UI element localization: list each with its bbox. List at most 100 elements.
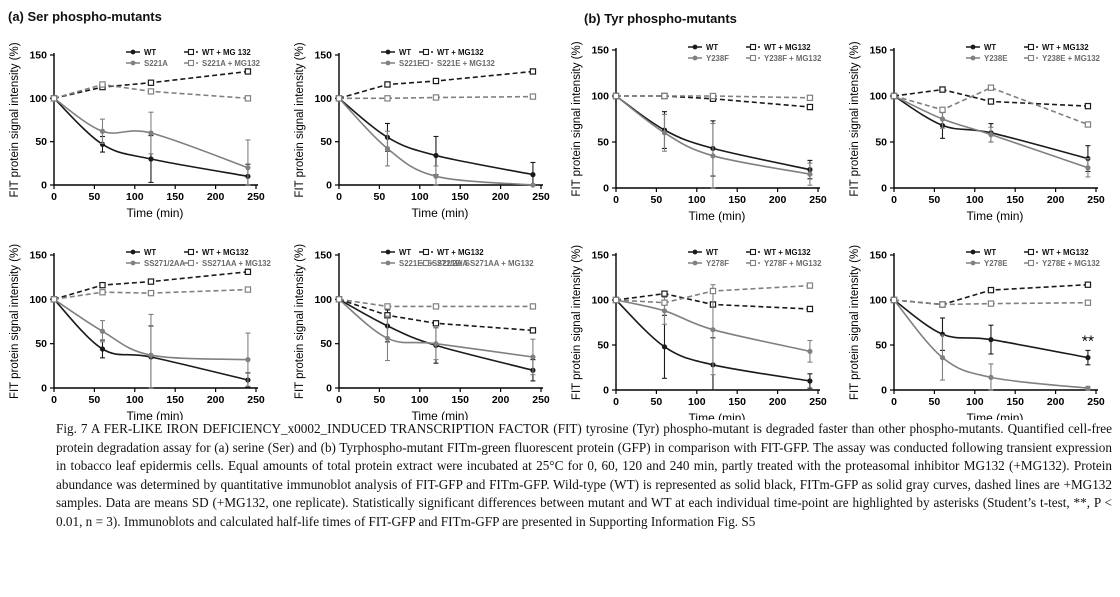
data-point-marker	[99, 81, 106, 88]
x-axis-label: Time (min)	[967, 411, 1024, 420]
data-point-marker	[1084, 299, 1092, 306]
y-tick-label: 50	[875, 340, 887, 352]
legend-label: Y238E + MG132	[1042, 54, 1101, 63]
legend-entry: WT	[966, 43, 996, 52]
data-point-marker	[1085, 385, 1091, 391]
data-point-marker	[939, 301, 946, 308]
data-point-marker	[433, 152, 439, 159]
y-tick-label: 150	[314, 250, 332, 262]
x-tick-label: 0	[51, 394, 57, 406]
legend-entry: Y278F	[688, 259, 729, 268]
x-tick-label: 150	[451, 191, 469, 203]
data-point-marker	[661, 92, 668, 100]
x-tick-label: 150	[451, 394, 469, 406]
x-tick-label: 0	[51, 191, 57, 203]
legend-label: WT	[706, 43, 718, 52]
legend-label: Y278E + MG132	[1042, 259, 1101, 268]
x-axis-label: Time (min)	[127, 206, 184, 220]
legend-swatch-marker	[130, 49, 136, 55]
legend-entry: S221E/ SS271AA + MG132	[419, 259, 534, 268]
series-4	[50, 286, 252, 303]
y-tick-label: 100	[314, 294, 332, 306]
chart-panel-8: 0 50 100 150 200 250 0 50 100 150 Time (min) FIT pr…	[849, 245, 1105, 420]
y-tick-label: 150	[869, 45, 887, 57]
y-tick-label: 150	[591, 45, 609, 57]
x-axis-label: Time (min)	[689, 209, 746, 223]
legend-label: WT	[984, 43, 996, 52]
legend-swatch-marker	[187, 248, 195, 256]
legend-swatch-marker	[385, 249, 391, 255]
y-tick-label: 0	[326, 383, 332, 395]
legend-label: S221A + MG132	[202, 59, 261, 68]
chart-panel-4: 0 50 100 150 200 250 0 50 100 150 Time (min) FIT pr…	[849, 41, 1105, 223]
figure-canvas: 0 50 100 150 200 250 0 50 100 150 Time (min) FIT pr…	[9, 41, 1105, 420]
x-tick-label: 100	[411, 394, 429, 406]
legend-label: WT + MG132	[202, 248, 249, 257]
x-tick-label: 100	[411, 191, 429, 203]
legend-entry: S221E	[381, 59, 422, 68]
series-line	[616, 95, 810, 99]
data-point-marker	[50, 95, 58, 102]
x-tick-label: 50	[89, 394, 101, 406]
y-axis-label: FIT protein signal intensity (%)	[849, 245, 861, 400]
legend-swatch-marker	[422, 248, 430, 256]
data-point-marker	[807, 348, 813, 354]
data-point-marker	[148, 130, 154, 136]
series-line	[53, 70, 248, 100]
panel-b-title: Tyr phospho-mutants	[604, 11, 737, 26]
series-4	[335, 93, 537, 102]
chart-panel-1: 0 50 100 150 200 250 0 50 100 150 Time (min) FIT pr…	[9, 42, 265, 220]
legend-swatch-marker	[1027, 248, 1035, 256]
x-tick-label: 150	[166, 394, 184, 406]
legend-label: Y238F	[706, 54, 729, 63]
legend-entry: WT + MG132	[419, 48, 484, 57]
legend-label: WT + MG132	[764, 43, 811, 52]
data-point-marker	[99, 128, 106, 134]
series-line	[338, 70, 533, 100]
data-point-marker	[806, 103, 814, 111]
legend-entry: WT	[688, 43, 718, 52]
legend-entry: WT + MG132	[1024, 248, 1089, 257]
legend-swatch-marker	[130, 249, 136, 255]
x-tick-label: 250	[247, 191, 265, 203]
x-tick-label: 50	[929, 396, 941, 408]
series-line	[615, 292, 810, 310]
legend-label: WT + MG132	[1042, 248, 1089, 257]
legend-label: SS271AA + MG132	[202, 259, 271, 268]
series-line	[53, 83, 248, 100]
data-point-marker	[147, 289, 155, 297]
chart-panel-7: 0 50 100 150 200 250 0 50 100 150 Time (min) FIT pr…	[571, 245, 827, 420]
data-point-marker	[1084, 281, 1092, 288]
data-point-marker	[432, 77, 440, 85]
data-point-marker	[530, 172, 536, 178]
series-4	[890, 296, 1092, 308]
y-tick-label: 50	[597, 340, 609, 352]
y-axis-label: FIT protein signal intensity (%)	[294, 42, 306, 197]
y-tick-label: 0	[881, 385, 887, 397]
series-line	[893, 88, 1088, 107]
series-line	[53, 298, 249, 381]
y-axis-label: FIT protein signal intensity (%)	[294, 244, 306, 399]
data-point-marker	[147, 278, 155, 285]
chart-panel-2: 0 50 100 150 200 250 0 50 100 150 Time (min) FIT pr…	[294, 42, 550, 220]
legend-label: WT	[984, 248, 996, 257]
data-point-marker	[612, 92, 620, 100]
x-tick-label: 150	[166, 191, 184, 203]
legend-swatch-marker	[692, 249, 698, 255]
data-point-marker	[709, 92, 717, 100]
chart-panel-5: 0 50 100 150 200 250 0 50 100 150 Time (min) FIT pr…	[9, 244, 271, 420]
data-point-marker	[661, 308, 668, 314]
x-tick-label: 250	[809, 194, 827, 206]
data-point-marker	[432, 320, 440, 327]
legend-label: SS271/2AA	[144, 259, 186, 268]
series-4	[335, 296, 537, 310]
data-point-marker	[939, 106, 946, 113]
y-tick-label: 50	[35, 136, 47, 148]
panel-a-heading: (a) Ser phospho-mutants	[8, 9, 162, 24]
x-axis-label: Time (min)	[412, 206, 469, 220]
legend-label: Y278F	[706, 259, 729, 268]
x-tick-label: 150	[1006, 194, 1024, 206]
y-tick-label: 50	[320, 136, 332, 148]
legend-label: WT + MG132	[437, 248, 484, 257]
panel-a-title: Ser phospho-mutants	[27, 9, 162, 24]
